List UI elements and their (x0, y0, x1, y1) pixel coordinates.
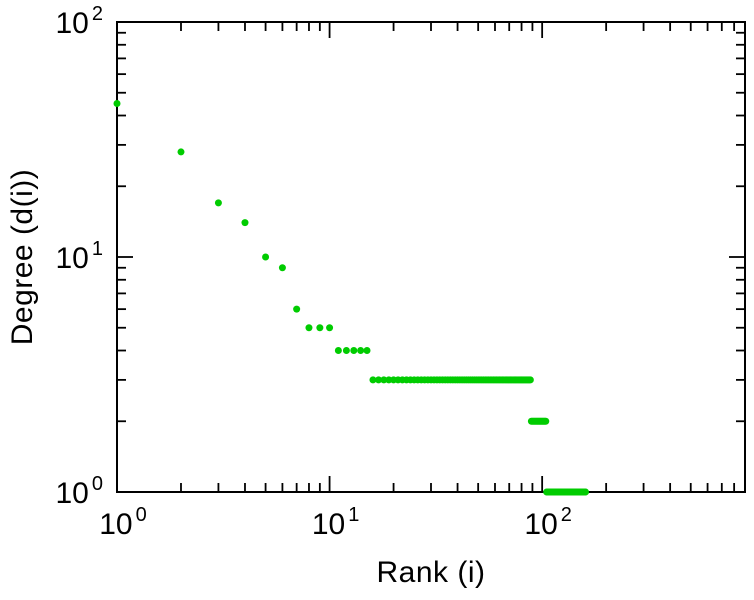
x-tick-label: 10 2 (524, 504, 572, 541)
data-point (214, 199, 222, 207)
data-point (326, 324, 334, 332)
y-tick-label: 10 1 (56, 238, 104, 275)
data-point (369, 376, 377, 384)
x-axis-title: Rank (i) (376, 556, 486, 589)
data-point (316, 324, 324, 332)
data-point (278, 264, 286, 272)
data-point (262, 253, 270, 261)
data-point (342, 347, 350, 355)
plot-frame (116, 21, 746, 493)
data-point (582, 488, 590, 496)
data-point (305, 324, 313, 332)
data-point (113, 100, 121, 107)
data-point (526, 376, 534, 384)
data-point (380, 376, 388, 384)
x-tick-label: 10 0 (99, 504, 147, 541)
x-tick-label: 10 1 (312, 504, 360, 541)
y-tick-label: 10 0 (56, 473, 104, 510)
data-point (375, 376, 383, 384)
data-point (357, 347, 365, 355)
y-axis-title: Degree (d(i)) (6, 168, 39, 346)
data-point (177, 148, 185, 156)
data-point (334, 347, 342, 355)
data-point (293, 305, 301, 313)
data-point (350, 347, 358, 355)
data-point (542, 417, 550, 425)
data-point (241, 219, 249, 227)
data-point (363, 347, 371, 355)
y-tick-label: 10 2 (56, 3, 104, 40)
